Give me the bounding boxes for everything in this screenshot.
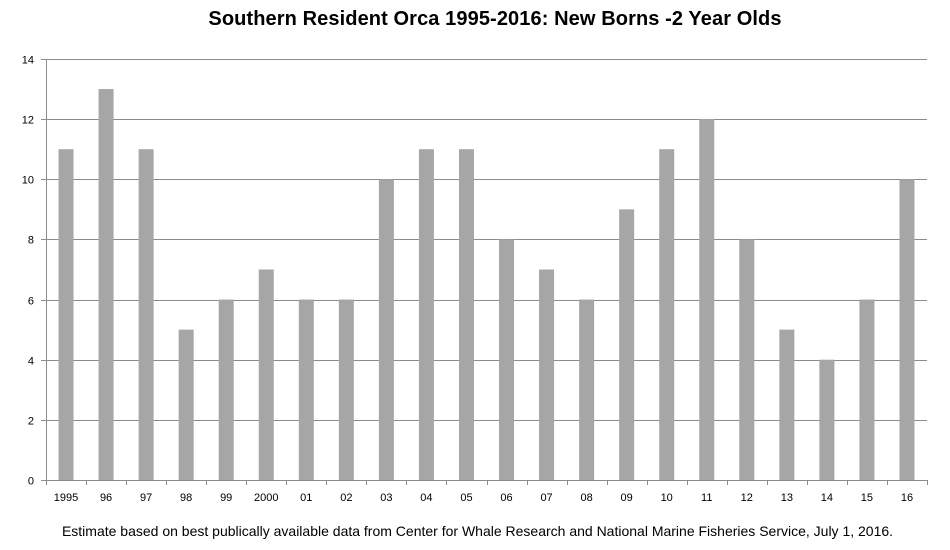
bar-01 bbox=[298, 299, 314, 480]
y-tick-label: 8 bbox=[28, 235, 34, 247]
x-tick-label: 15 bbox=[861, 492, 873, 504]
y-tick-label: 4 bbox=[28, 356, 34, 368]
bar-15 bbox=[859, 299, 875, 480]
x-tick-label: 12 bbox=[741, 492, 753, 504]
bar-1995 bbox=[58, 149, 74, 480]
x-tick-label: 09 bbox=[621, 492, 633, 504]
x-tick-label: 13 bbox=[781, 492, 793, 504]
bar-13 bbox=[779, 329, 795, 480]
y-tick-label: 2 bbox=[28, 416, 34, 428]
gridlines bbox=[46, 59, 927, 421]
x-tick-label: 16 bbox=[901, 492, 913, 504]
bar-04 bbox=[418, 149, 434, 480]
y-tick-labels: 0 2 4 6 8 10 12 14 bbox=[22, 55, 34, 488]
chart-title: Southern Resident Orca 1995-2016: New Bo… bbox=[208, 8, 782, 30]
x-tick-label: 2000 bbox=[254, 492, 278, 504]
x-tick-label: 96 bbox=[100, 492, 112, 504]
bar-97 bbox=[138, 149, 154, 480]
x-tick-label: 04 bbox=[420, 492, 432, 504]
bar-02 bbox=[338, 299, 354, 480]
x-tick-label: 98 bbox=[180, 492, 192, 504]
bars bbox=[58, 89, 915, 481]
y-tick-label: 10 bbox=[22, 175, 34, 187]
x-tick-labels: 1995 96 97 98 99 2000 01 02 03 04 05 06 07 08 09 10 11 12… bbox=[54, 492, 913, 504]
x-tick-label: 01 bbox=[300, 492, 312, 504]
bar-16 bbox=[899, 179, 915, 481]
bar-06 bbox=[499, 239, 515, 480]
bar-11 bbox=[699, 119, 715, 480]
x-tick-label: 07 bbox=[540, 492, 552, 504]
x-tick-label: 02 bbox=[340, 492, 352, 504]
x-tick-label: 99 bbox=[220, 492, 232, 504]
x-tick-label: 06 bbox=[500, 492, 512, 504]
x-tick-label: 97 bbox=[140, 492, 152, 504]
bar-09 bbox=[619, 209, 635, 481]
x-tick-label: 1995 bbox=[54, 492, 78, 504]
x-tick-label: 05 bbox=[460, 492, 472, 504]
x-tick-label: 03 bbox=[380, 492, 392, 504]
x-tick-label: 08 bbox=[580, 492, 592, 504]
y-tick-label: 12 bbox=[22, 115, 34, 127]
bar-2000 bbox=[258, 269, 274, 480]
x-tick-label: 10 bbox=[661, 492, 673, 504]
bar-07 bbox=[539, 269, 555, 480]
y-tick-label: 14 bbox=[22, 55, 34, 67]
bar-98 bbox=[178, 329, 194, 480]
y-tick-label: 6 bbox=[28, 296, 34, 308]
x-tick-label: 14 bbox=[821, 492, 833, 504]
axes bbox=[41, 59, 928, 485]
chart-footnote: Estimate based on best publically availa… bbox=[61, 523, 894, 539]
bar-96 bbox=[98, 89, 114, 480]
bar-05 bbox=[458, 149, 474, 480]
bar-08 bbox=[579, 299, 595, 480]
bar-03 bbox=[378, 179, 394, 481]
bar-10 bbox=[659, 149, 675, 480]
x-tick-label: 11 bbox=[701, 492, 712, 504]
y-tick-label: 0 bbox=[28, 476, 34, 488]
bar-12 bbox=[739, 239, 755, 480]
bar-14 bbox=[819, 359, 835, 480]
bar-99 bbox=[218, 299, 234, 480]
